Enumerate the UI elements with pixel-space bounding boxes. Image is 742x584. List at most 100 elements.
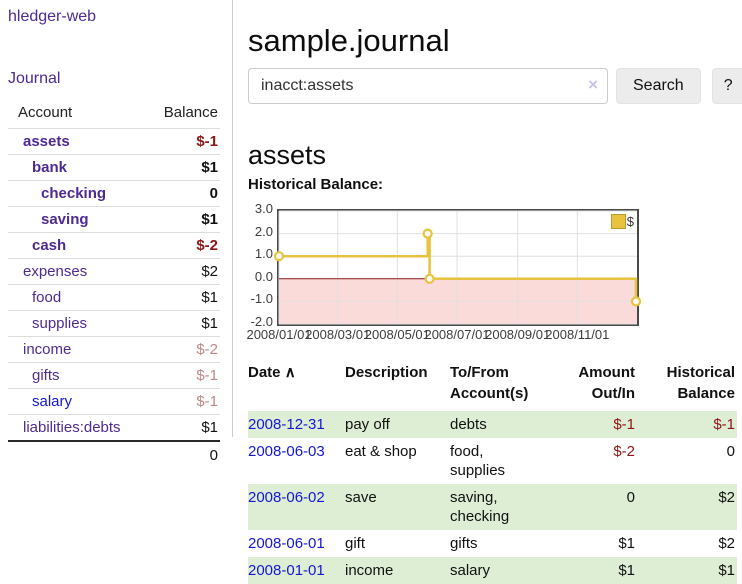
transaction-date-link[interactable]: 2008-06-03 (248, 443, 325, 460)
sidebar-divider (232, 0, 233, 437)
account-balance: $1 (201, 289, 218, 306)
account-row: saving $1 (8, 206, 220, 233)
help-button[interactable]: ? (711, 68, 742, 104)
transaction-row: 2008-06-01 gift gifts $1 $2 (248, 530, 737, 557)
account-row: liabilities:debts $1 (8, 414, 220, 442)
account-row: supplies $1 (8, 310, 220, 337)
transaction-row: 2008-06-03 eat & shop food, supplies $-2… (248, 438, 737, 484)
account-balance: 0 (209, 185, 218, 202)
transaction-row: 2008-12-31 pay off debts $-1 $-1 (248, 411, 737, 438)
transaction-amount: $-1 (613, 416, 635, 433)
transaction-description: pay off (345, 416, 390, 433)
account-link-bank[interactable]: bank (32, 159, 68, 176)
account-row: salary $-1 (8, 388, 220, 415)
transaction-accounts: saving, checking (450, 489, 510, 525)
account-link-cash[interactable]: cash (32, 237, 67, 254)
chart: $ 3.0 2.0 1.0 0.0 -1.0 -2.0 2008/01/01 2008/03/… (246, 201, 742, 347)
account-row: checking 0 (8, 180, 220, 207)
account-row: gifts $-1 (8, 362, 220, 389)
x-axis-label: 2008/03/01 (305, 327, 371, 342)
transaction-row: 2008-06-02 save saving, checking 0 $2 (248, 484, 737, 530)
legend-swatch-icon (610, 214, 626, 229)
accounts-total-value: 0 (209, 447, 218, 464)
account-row: food $1 (8, 284, 220, 311)
account-link-expenses[interactable]: expenses (23, 263, 88, 280)
y-axis-label: 2.0 (254, 223, 273, 239)
account-link-food[interactable]: food (32, 289, 62, 306)
clear-search-icon[interactable]: × (588, 75, 598, 94)
transaction-date-link[interactable]: 2008-12-31 (248, 416, 325, 433)
account-row: bank $1 (8, 154, 220, 181)
chart-plot: $ (273, 209, 642, 326)
transaction-accounts: food, supplies (450, 443, 506, 479)
account-link-liabilities-debts[interactable]: liabilities:debts (23, 419, 121, 436)
y-axis-label: -1.0 (250, 291, 273, 307)
transaction-description: income (345, 562, 394, 579)
transaction-amount: 0 (626, 489, 635, 506)
account-balance: $1 (201, 159, 218, 176)
account-balance: $-1 (196, 367, 218, 384)
account-balance: $-1 (196, 393, 218, 410)
search-form: × Search ? (248, 68, 742, 104)
accounts-table: Account Balance assets $-1 bank $1 check… (8, 98, 220, 469)
x-axis-label: 2008/05/01 (364, 327, 430, 342)
x-axis-label: 2008/07/01 (424, 327, 490, 342)
y-axis-label: 0.0 (254, 268, 273, 284)
transaction-accounts: debts (450, 416, 487, 433)
chart-canvas (273, 210, 642, 325)
account-balance: $1 (201, 315, 218, 332)
accounts-header-account: Account (18, 104, 73, 121)
register-header-date[interactable]: Date ∧ (248, 364, 296, 381)
register-header-accounts: To/From Account(s) (450, 364, 529, 402)
transaction-amount: $1 (618, 535, 635, 552)
account-link-assets[interactable]: assets (23, 133, 70, 150)
transaction-balance: $-1 (713, 416, 735, 433)
sidebar-item-journal[interactable]: Journal (8, 70, 61, 87)
x-axis-label: 2008/01/01 (246, 327, 312, 342)
account-row: income $-2 (8, 336, 220, 363)
accounts-total-row: 0 (8, 441, 220, 469)
transaction-balance: $2 (718, 489, 735, 506)
register-header-balance: Historical Balance (666, 364, 735, 402)
search-box: × (248, 68, 608, 104)
transaction-row: 2008-01-01 income salary $1 $1 (248, 557, 737, 584)
account-balance: $-2 (196, 237, 218, 254)
account-link-salary[interactable]: salary (32, 393, 73, 410)
transaction-description: eat & shop (345, 443, 417, 460)
transaction-amount: $1 (618, 562, 635, 579)
account-page-title: assets (248, 140, 327, 171)
transaction-date-link[interactable]: 2008-06-02 (248, 489, 325, 506)
y-axis-label: 1.0 (254, 246, 273, 262)
search-input[interactable] (248, 68, 608, 104)
chart-legend: $ (610, 214, 634, 229)
transaction-description: gift (345, 535, 366, 552)
transaction-date-link[interactable]: 2008-01-01 (248, 562, 325, 579)
x-axis-label: 2008/09/01 (485, 327, 551, 342)
account-balance: $1 (201, 211, 218, 228)
register-header-row: Date ∧ Description To/From Account(s) Am… (248, 360, 737, 411)
transaction-balance: $1 (718, 562, 735, 579)
register-table: Date ∧ Description To/From Account(s) Am… (248, 360, 737, 584)
transaction-balance: 0 (726, 443, 735, 460)
chart-heading: Historical Balance: (248, 176, 384, 193)
account-balance: $-1 (196, 133, 218, 150)
account-link-gifts[interactable]: gifts (32, 367, 60, 384)
transaction-date-link[interactable]: 2008-06-01 (248, 535, 325, 552)
account-row: assets $-1 (8, 128, 220, 155)
legend-label: $ (626, 214, 634, 229)
transaction-balance: $2 (718, 535, 735, 552)
account-balance: $1 (201, 419, 218, 436)
account-link-saving[interactable]: saving (41, 211, 89, 228)
register-header-description: Description (345, 364, 428, 381)
search-button[interactable]: Search (616, 68, 701, 104)
account-link-supplies[interactable]: supplies (32, 315, 88, 332)
app-brand-link[interactable]: hledger-web (8, 8, 97, 25)
y-axis-label: 3.0 (254, 201, 273, 216)
account-link-checking[interactable]: checking (41, 185, 107, 202)
account-balance: $-2 (196, 341, 218, 358)
transaction-accounts: gifts (450, 535, 478, 552)
account-link-income[interactable]: income (23, 341, 72, 358)
account-row: expenses $2 (8, 258, 220, 285)
register-header-amount: Amount Out/In (578, 364, 635, 402)
account-row: cash $-2 (8, 232, 220, 259)
